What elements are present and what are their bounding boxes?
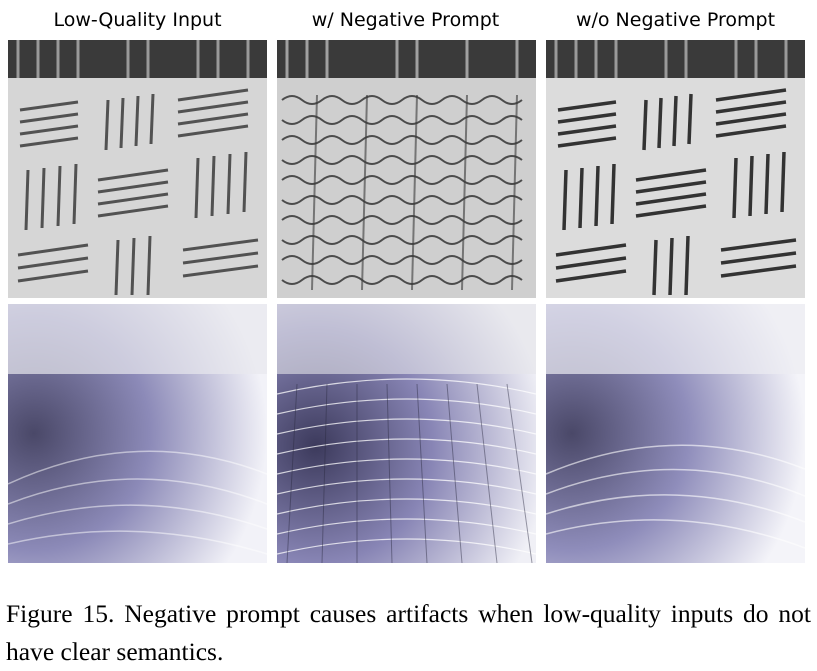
figure-caption: Figure 15. Negative prompt causes artifa… xyxy=(6,599,811,666)
image-grille-with-negative-prompt xyxy=(277,40,536,298)
column-title-without-negative-prompt: w/o Negative Prompt xyxy=(575,9,776,31)
image-grille-without-negative-prompt xyxy=(546,40,805,298)
image-grille-low-quality xyxy=(8,40,267,298)
image-tunnel-with-negative-prompt xyxy=(277,304,536,563)
image-tunnel-without-negative-prompt xyxy=(546,304,805,563)
column-title-low-quality-input: Low-Quality Input xyxy=(53,9,222,31)
column-title-with-negative-prompt: w/ Negative Prompt xyxy=(311,9,500,31)
image-tunnel-low-quality xyxy=(8,304,267,563)
